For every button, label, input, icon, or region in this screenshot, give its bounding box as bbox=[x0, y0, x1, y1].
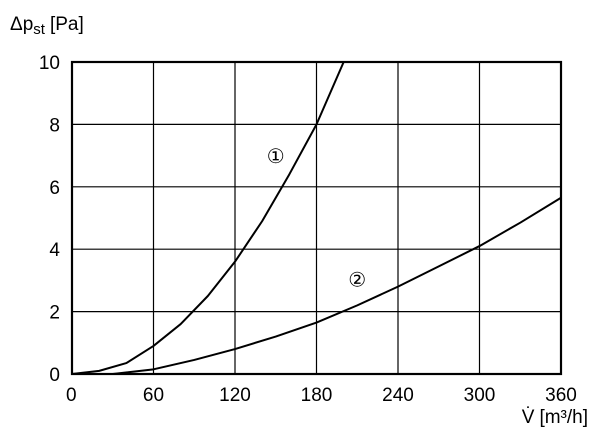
curves bbox=[71, 61, 562, 375]
x-tick-label: 360 bbox=[545, 385, 577, 406]
y-tick-label: 4 bbox=[49, 240, 60, 261]
x-tick-label: 60 bbox=[143, 385, 164, 406]
series-labels: ①② bbox=[267, 146, 366, 291]
grid bbox=[70, 60, 563, 376]
x-tick-labels: 0 60 120 180 240 300 360 bbox=[66, 385, 577, 406]
plot-frame bbox=[70, 60, 563, 376]
x-tick-label: 0 bbox=[66, 385, 77, 406]
y-axis-title: Δpst [Pa] bbox=[10, 14, 84, 38]
x-tick-label: 300 bbox=[464, 385, 496, 406]
y-axis-title-main: Δp bbox=[10, 14, 33, 35]
x-axis-title-main: V̇ bbox=[522, 407, 535, 428]
y-tick-label: 8 bbox=[49, 115, 60, 136]
y-axis-title-sub: st bbox=[33, 21, 46, 38]
x-axis-title-unit: [m³/h] bbox=[539, 407, 588, 428]
series-label-1: ① bbox=[267, 146, 285, 168]
x-tick-label: 120 bbox=[219, 385, 251, 406]
series-line-1 bbox=[71, 61, 345, 375]
y-axis-title-unit: [Pa] bbox=[50, 14, 84, 35]
y-tick-label: 6 bbox=[49, 178, 60, 199]
x-tick-label: 180 bbox=[301, 385, 333, 406]
y-tick-label: 2 bbox=[49, 303, 60, 324]
x-axis-title: V̇ [m³/h] bbox=[522, 407, 588, 428]
y-tick-labels: 0 2 4 6 8 10 bbox=[39, 53, 61, 386]
series-label-2: ② bbox=[348, 269, 366, 291]
y-tick-label: 0 bbox=[49, 365, 60, 386]
x-tick-label: 240 bbox=[382, 385, 414, 406]
series-line-2 bbox=[112, 196, 562, 375]
y-tick-label: 10 bbox=[39, 53, 60, 74]
